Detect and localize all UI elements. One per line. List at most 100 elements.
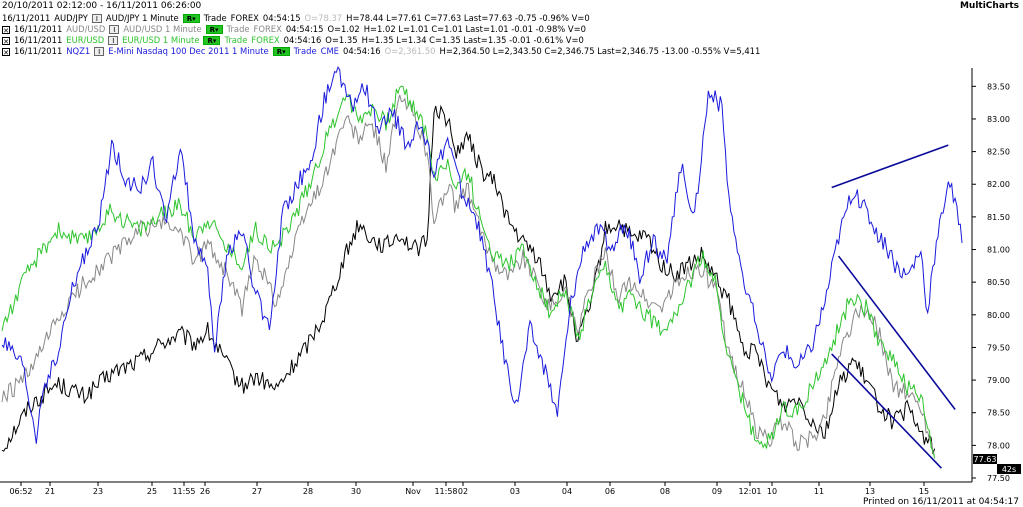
legend-exchange: FOREX <box>251 35 280 45</box>
y-tick-label: 79.50 <box>987 343 1010 352</box>
y-tick-label: 81.00 <box>987 246 1010 255</box>
y-tick-label: 80.00 <box>987 311 1010 320</box>
last-value-label: 77.63 <box>974 455 997 464</box>
realtime-button[interactable]: R▾ <box>203 36 221 45</box>
x-tick-label: 02 <box>458 487 468 496</box>
info-button[interactable]: I <box>109 25 120 34</box>
trendlines <box>831 144 956 469</box>
x-tick-label: 15 <box>919 487 929 496</box>
legend-date: 16/11/2011 <box>2 13 51 23</box>
legend-time: 04:54:15 <box>262 13 301 23</box>
y-tick-label: 83.50 <box>987 82 1010 91</box>
x-tick-label: 11:58 <box>434 487 457 496</box>
date-range: 20/10/2011 02:12:00 - 16/11/2011 06:26:0… <box>2 1 202 11</box>
legend-quote: H=1.35 L=1.34 C=1.35 Last=1.35 -0.01 -0.… <box>361 35 584 45</box>
realtime-button[interactable]: R▾ <box>205 25 223 34</box>
y-tick-label: 80.50 <box>987 278 1010 287</box>
y-tick-label: 82.50 <box>987 148 1010 157</box>
series-line-audjpy <box>1 104 936 455</box>
x-tick-label: 28 <box>303 487 313 496</box>
printed-footer: Printed on 16/11/2011 at 04:54:17 <box>863 497 1019 507</box>
y-tick-label: 77.50 <box>987 474 1010 483</box>
series-layer <box>1 66 963 459</box>
x-tick-label: 06:52 <box>9 487 32 496</box>
x-tick-label: 10 <box>767 487 777 496</box>
legend-quote: H=1.02 L=1.01 C=1.01 Last=1.01 -0.01 -0.… <box>363 24 586 34</box>
legend-open: O=78.37 <box>304 13 343 23</box>
info-button[interactable]: I <box>91 14 102 23</box>
close-series-icon[interactable]: ✕ <box>2 47 10 57</box>
x-axis-ticks: 06:52 21 23 25 11:55 26 27 28 30 Nov 11:58 02 03 04 06… <box>9 482 929 496</box>
y-tick-label: 78.00 <box>987 441 1010 450</box>
legend-trade: Trade <box>224 35 248 45</box>
y-tick-label: 83.00 <box>987 115 1010 124</box>
legend-symbol: EUR/USD <box>66 35 105 45</box>
trendline[interactable] <box>831 353 943 469</box>
legend-row-eurusd[interactable]: ✕ 16/11/2011 EUR/USD I EUR/USD 1 Minute … <box>2 35 802 46</box>
legend-time: 04:54:15 <box>285 24 324 34</box>
y-tick-label: 79.00 <box>987 376 1010 385</box>
legend-exchange: FOREX <box>253 24 282 34</box>
legend-name: EUR/USD 1 Minute <box>122 35 200 45</box>
info-button[interactable]: I <box>94 47 105 56</box>
realtime-button[interactable]: R▾ <box>182 14 200 23</box>
legend-trade: Trade <box>203 13 227 23</box>
legend-row-audjpy[interactable]: 16/11/2011 AUD/JPY I AUD/JPY 1 Minute R▾… <box>2 13 802 24</box>
legend-symbol: AUD/JPY <box>54 13 88 23</box>
x-tick-label: 25 <box>147 487 157 496</box>
x-tick-label: 08 <box>660 487 670 496</box>
x-tick-label: 11:55 <box>172 487 195 496</box>
title-bar: 20/10/2011 02:12:00 - 16/11/2011 06:26:0… <box>0 0 1023 13</box>
x-tick-label: 11 <box>814 487 824 496</box>
x-tick-label: 27 <box>252 487 262 496</box>
legend-exchange: FOREX <box>230 13 259 23</box>
legend-open: O=1.02 <box>327 24 360 34</box>
legend-name: AUD/USD 1 Minute <box>123 24 202 34</box>
y-axis-ticks: 83.50 83.00 82.50 82.00 81.50 81.00 80.50 80.00… <box>972 82 1010 483</box>
legend-name: E-Mini Nasdaq 100 Dec 2011 1 Minute <box>108 46 269 56</box>
x-tick-label: 12:01 <box>738 487 761 496</box>
legend-symbol: NQZ1 <box>66 46 91 56</box>
x-tick-label: 30 <box>351 487 361 496</box>
legend-time: 04:54:16 <box>283 35 322 45</box>
info-button[interactable]: I <box>108 36 119 45</box>
close-series-icon[interactable]: ✕ <box>2 36 10 46</box>
last-value-marker: 77.63 42s <box>973 454 1021 474</box>
y-tick-label: 81.50 <box>987 213 1010 222</box>
legend-time: 04:54:16 <box>342 46 381 56</box>
trendline[interactable] <box>831 144 949 189</box>
legend-quote: H=78.44 L=77.61 C=77.63 Last=77.63 -0.75… <box>346 13 590 23</box>
y-tick-label: 82.00 <box>987 180 1010 189</box>
x-tick-label: 06 <box>605 487 615 496</box>
legend: 16/11/2011 AUD/JPY I AUD/JPY 1 Minute R▾… <box>2 13 802 57</box>
legend-date: 16/11/2011 <box>14 24 63 34</box>
close-series-icon[interactable]: ✕ <box>2 25 10 35</box>
plot-area <box>0 68 972 482</box>
legend-row-nqz1[interactable]: ✕ 16/11/2011 NQZ1 I E-Mini Nasdaq 100 De… <box>2 46 802 57</box>
trendline[interactable] <box>837 255 956 410</box>
series-line-eurusd <box>1 85 936 459</box>
legend-trade: Trade <box>226 24 250 34</box>
legend-name: AUD/JPY 1 Minute <box>105 13 179 23</box>
legend-date: 16/11/2011 <box>14 35 63 45</box>
legend-exchange: CME <box>320 46 339 56</box>
legend-symbol: AUD/USD <box>66 24 106 34</box>
legend-date: 16/11/2011 <box>14 46 63 56</box>
legend-row-audusd[interactable]: ✕ 16/11/2011 AUD/USD I AUD/USD 1 Minute … <box>2 24 802 35</box>
x-tick-label: 26 <box>200 487 210 496</box>
x-tick-label: 21 <box>45 487 55 496</box>
x-tick-label: 03 <box>510 487 520 496</box>
series-line-nqz1 <box>1 66 963 444</box>
x-tick-label: Nov <box>405 487 421 496</box>
legend-open: O=1.35 <box>325 35 358 45</box>
x-tick-label: 09 <box>712 487 722 496</box>
legend-quote: H=2,364.50 L=2,343.50 C=2,346.75 Last=2,… <box>439 46 761 56</box>
realtime-button[interactable]: R▾ <box>272 47 290 56</box>
legend-trade: Trade <box>293 46 317 56</box>
countdown-label: 42s <box>1002 465 1016 474</box>
legend-open: O=2,361.50 <box>384 46 436 56</box>
x-tick-label: 13 <box>865 487 875 496</box>
y-tick-label: 78.50 <box>987 409 1010 418</box>
x-tick-label: 23 <box>93 487 103 496</box>
